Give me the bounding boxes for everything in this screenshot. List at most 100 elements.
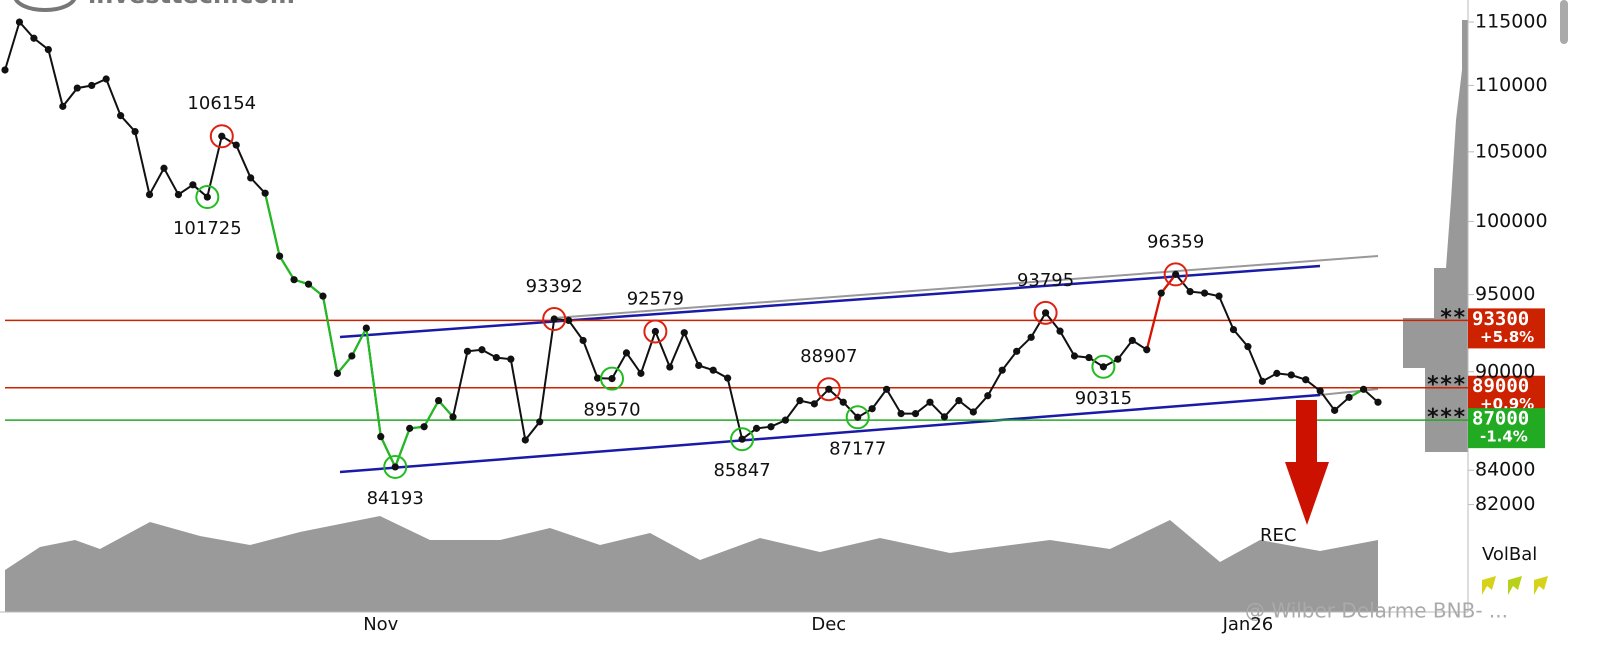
x-tick-label: Jan26 <box>1222 614 1274 635</box>
price-point <box>1287 371 1295 379</box>
price-point <box>348 352 356 360</box>
trend-line <box>339 264 1321 339</box>
price-point <box>406 424 414 432</box>
arrow-head <box>1285 462 1329 525</box>
x-tick-label: Dec <box>811 614 846 635</box>
level-value: 89000 <box>1472 375 1529 397</box>
indicator-label: VolBal <box>1482 544 1537 565</box>
price-point <box>651 327 659 336</box>
price-point <box>810 400 818 408</box>
price-point <box>203 193 211 201</box>
price-point <box>362 324 370 332</box>
price-point <box>434 397 443 405</box>
extreme-label: 87177 <box>829 438 886 459</box>
price-point <box>550 315 558 323</box>
extreme-circle <box>1091 354 1116 379</box>
indicator-icons <box>1482 576 1548 595</box>
price-point <box>883 385 891 393</box>
price-point <box>969 408 977 416</box>
x-tick-label: Nov <box>363 614 398 635</box>
icon <box>1534 576 1548 595</box>
signal-arrow <box>1285 400 1329 525</box>
extreme-label: 93795 <box>1017 270 1074 291</box>
extreme-label: 106154 <box>187 93 256 114</box>
level-box <box>1468 308 1545 349</box>
extreme-circle <box>816 377 841 402</box>
icon <box>1482 576 1496 595</box>
price-point <box>521 436 529 444</box>
extreme-circle <box>383 454 408 479</box>
price-point <box>1099 363 1107 371</box>
extreme-label: 93392 <box>526 276 583 297</box>
y-tick-label: 84000 <box>1475 459 1535 481</box>
price-point <box>940 413 949 421</box>
extreme-circle <box>209 124 234 149</box>
price-point <box>825 385 833 393</box>
price-point <box>304 280 313 288</box>
price-point <box>767 423 775 431</box>
price-point <box>1143 346 1151 354</box>
arrow-shaft <box>1296 400 1317 462</box>
y-tick-label: 82000 <box>1475 493 1535 515</box>
y-tick-label: 110000 <box>1475 74 1548 96</box>
price-point <box>377 433 385 441</box>
price-point <box>1302 376 1310 384</box>
y-tick-label: 105000 <box>1475 140 1548 162</box>
price-point <box>608 375 616 383</box>
price-point <box>911 410 920 418</box>
price-point <box>1258 377 1266 385</box>
price-line-segment <box>1145 273 1177 351</box>
price-point <box>247 174 255 182</box>
price-point <box>724 374 732 382</box>
price-point <box>1273 369 1281 377</box>
price-point <box>1013 347 1021 355</box>
extreme-label: 84193 <box>367 488 424 509</box>
extreme-label: 85847 <box>713 460 770 481</box>
price-point <box>709 366 717 374</box>
price-point <box>738 435 746 443</box>
price-point <box>174 190 183 199</box>
price-point <box>131 127 139 136</box>
extreme-label: 92579 <box>627 288 684 309</box>
price-point <box>984 392 992 400</box>
price-point <box>145 190 154 199</box>
y-axis: 115000 110000 105000 100000 95000 90000 84000 8… <box>1468 11 1548 515</box>
price-point <box>391 463 399 471</box>
price-point <box>781 416 790 424</box>
price-point <box>752 424 761 432</box>
extreme-circle <box>542 306 567 331</box>
price-point <box>1200 289 1209 297</box>
extreme-circle <box>643 319 668 344</box>
extreme-label: 89570 <box>583 400 640 421</box>
y-tick-label: 100000 <box>1475 210 1548 232</box>
price-point <box>536 418 544 426</box>
scrollbar[interactable] <box>1560 0 1568 44</box>
price-point <box>1 66 9 74</box>
price-point <box>507 355 515 363</box>
trend-line <box>553 255 1379 319</box>
series <box>1 18 1382 471</box>
price-point <box>1331 406 1339 414</box>
price-point <box>868 405 876 413</box>
price-point <box>839 398 847 406</box>
price-point <box>637 369 645 377</box>
price-point <box>926 398 934 406</box>
price-point <box>102 75 110 83</box>
price-point <box>88 81 96 90</box>
price-point <box>1244 343 1252 351</box>
price-point <box>218 132 226 140</box>
price-point <box>1359 385 1368 393</box>
extreme-label: 96359 <box>1147 231 1204 252</box>
icon <box>1508 576 1522 595</box>
extreme-circle <box>1163 262 1188 287</box>
price-point <box>1085 353 1093 362</box>
price-point <box>15 18 24 26</box>
price-point <box>160 164 168 172</box>
price-point <box>565 316 573 325</box>
price-point <box>854 413 862 421</box>
extreme-circle <box>1033 300 1058 325</box>
price-point <box>666 363 674 371</box>
signal-label: REC <box>1260 525 1296 546</box>
extreme-label: 101725 <box>173 218 242 239</box>
